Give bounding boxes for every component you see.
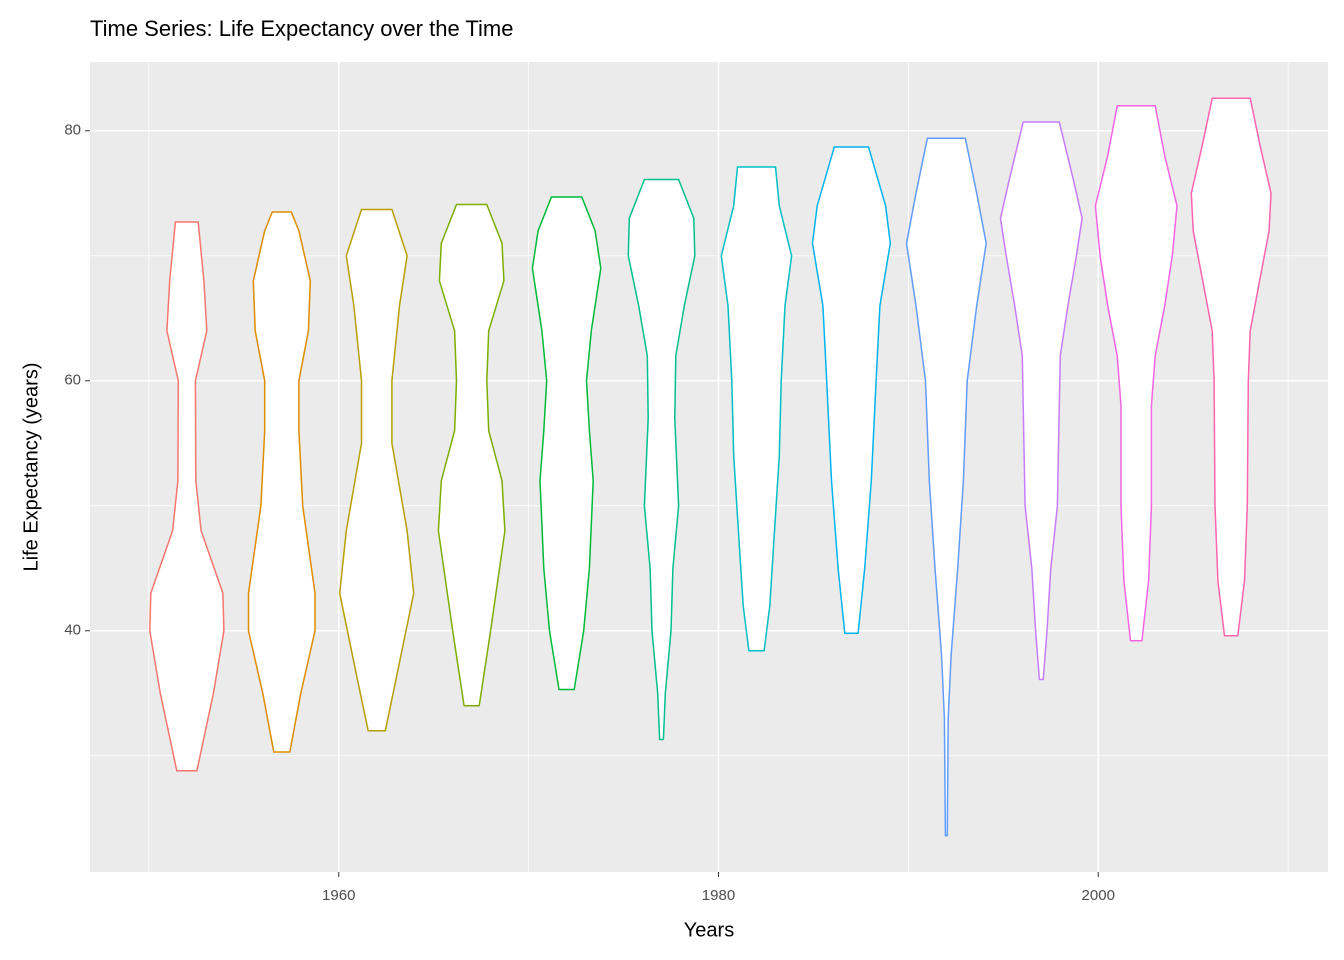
violin (247, 211, 316, 753)
violin (531, 196, 602, 691)
violin (149, 221, 225, 772)
violin (905, 137, 987, 837)
y-tick-label: 80 (64, 122, 81, 139)
chart-title: Time Series: Life Expectancy over the Ti… (90, 16, 513, 41)
x-tick-label: 1980 (702, 887, 735, 904)
violins (149, 97, 1272, 837)
y-tick-label: 40 (64, 622, 81, 639)
violin (627, 178, 696, 741)
y-axis-label: Life Expectancy (years) (20, 363, 42, 572)
x-tick-label: 1960 (322, 887, 355, 904)
violin (1094, 105, 1178, 642)
x-tick-label: 2000 (1082, 887, 1115, 904)
violin (338, 208, 415, 732)
violin (811, 146, 892, 635)
y-tick-label: 60 (64, 372, 81, 389)
violin (1190, 97, 1272, 637)
violin (437, 203, 506, 707)
violin (720, 166, 793, 652)
x-axis-label: Years (684, 919, 734, 941)
violin (999, 121, 1083, 681)
